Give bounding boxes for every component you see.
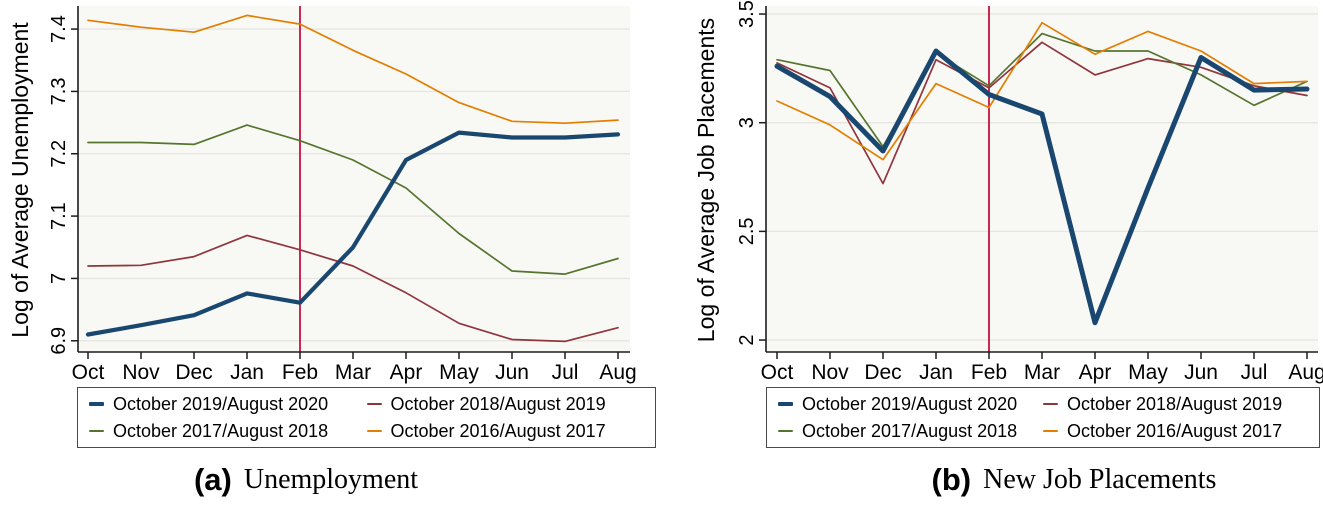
y-tick-label: 6.9	[48, 327, 70, 355]
panel-job-placements: 2 2.5 3 3.5 Oct Nov Dec Jan Feb Mar Apr May Jun Jul Au…	[660, 0, 1323, 508]
legend-label: October 2018/August 2019	[1067, 394, 1283, 414]
legend-label: October 2019/August 2020	[113, 394, 329, 414]
x-tick-label: Jun	[495, 361, 529, 384]
x-tick-label: Jan	[230, 361, 264, 384]
y-axis-title-job-placements: Log of Average Job Placements	[693, 17, 719, 343]
legend-key-dash	[366, 402, 382, 406]
legend-item: October 2019/August 2020	[89, 392, 367, 416]
legend-key-dash	[1043, 402, 1058, 406]
legend-unemployment: October 2019/August 2020 October 2018/Aug…	[77, 387, 656, 448]
y-tick-label: 7	[48, 273, 70, 284]
legend-job-placements: October 2019/August 2020 October 2018/Aug…	[766, 387, 1320, 448]
caption-a-label: (a)	[193, 462, 232, 497]
legend-item: October 2016/August 2017	[366, 419, 645, 443]
x-tick-label: Mar	[335, 361, 371, 384]
legend-label: October 2019/August 2020	[802, 394, 1018, 414]
x-tick-label: Jan	[919, 361, 953, 384]
series-line-october-2018-august-2019	[776, 41, 1308, 185]
legend-item: October 2016/August 2017	[1043, 419, 1308, 443]
y-axis-title-unemployment: Log of Average Unemployment	[7, 22, 33, 338]
caption-b-text: New Job Placements	[983, 464, 1217, 495]
y-tick-label: 7.3	[48, 78, 70, 106]
series-line-october-2018-august-2019	[87, 234, 619, 343]
legend-item: October 2017/August 2018	[778, 419, 1043, 443]
plot-area	[78, 6, 630, 352]
legend-item: October 2018/August 2019	[1043, 392, 1308, 416]
x-tick-label: May	[1128, 361, 1168, 384]
legend-key-dash	[1043, 429, 1058, 433]
legend-label: October 2017/August 2018	[802, 421, 1018, 441]
legend-item: October 2019/August 2020	[778, 392, 1043, 416]
caption-b: (b) New Job Placements	[839, 458, 1309, 502]
x-tick-label: Aug	[599, 361, 636, 384]
x-tick-label: Feb	[971, 361, 1007, 384]
caption-b-label: (b)	[931, 462, 972, 497]
series-line-october-2019-august-2020	[85, 130, 621, 337]
legend-label: October 2017/August 2018	[113, 421, 329, 441]
x-tick-label: Aug	[1288, 361, 1323, 384]
job-placements-line-chart: 2 2.5 3 3.5 Oct Nov Dec Jan Feb Mar Apr May Jun Jul Au…	[736, 0, 1323, 384]
y-tick-label: 7.1	[48, 202, 70, 230]
legend-item: October 2018/August 2019	[366, 392, 645, 416]
x-tick-label: Jul	[1241, 361, 1268, 384]
x-tick-label: Mar	[1024, 361, 1060, 384]
y-tick-label: 7.2	[48, 140, 70, 168]
legend-key-dash	[89, 429, 104, 433]
y-tick-label: 2	[736, 334, 758, 345]
legend-key-dash	[366, 429, 382, 433]
x-tick-label: Jul	[552, 361, 579, 384]
series-line-october-2017-august-2018	[776, 32, 1308, 148]
legend-key-dash	[778, 401, 793, 407]
legend-label: October 2016/August 2017	[390, 421, 606, 441]
x-tick-label: Nov	[122, 361, 160, 384]
series-line-october-2017-august-2018	[87, 124, 619, 275]
x-tick-label: Feb	[282, 361, 318, 384]
x-tick-label: Oct	[72, 361, 105, 384]
series-line-october-2016-august-2017	[776, 21, 1308, 161]
x-tick-label: Jun	[1184, 361, 1218, 384]
panel-unemployment: 6.9 7 7.1 7.2 7.3 7.4 Oct Nov Dec Jan Feb Mar Apr May…	[0, 0, 660, 508]
caption-a-text: Unemployment	[243, 464, 419, 495]
x-tick-label: Nov	[811, 361, 849, 384]
legend-label: October 2016/August 2017	[1067, 421, 1283, 441]
x-tick-label: Dec	[864, 361, 901, 384]
caption-a: (a) Unemployment	[71, 458, 541, 502]
series-line-october-2016-august-2017	[87, 14, 619, 125]
x-tick-label: Dec	[175, 361, 212, 384]
y-tick-label: 2.5	[736, 217, 758, 245]
legend-label: October 2018/August 2019	[390, 394, 606, 414]
y-tick-label: 3.5	[736, 0, 758, 28]
legend-key-dash	[89, 401, 104, 407]
legend-item: October 2017/August 2018	[89, 419, 367, 443]
x-tick-label: Apr	[1079, 361, 1112, 384]
x-tick-label: May	[439, 361, 479, 384]
x-tick-label: Apr	[390, 361, 423, 384]
y-tick-label: 7.4	[48, 15, 70, 43]
x-tick-label: Oct	[761, 361, 794, 384]
legend-key-dash	[778, 429, 793, 433]
series-line-october-2019-august-2020	[774, 48, 1310, 326]
plot-area	[766, 6, 1318, 352]
unemployment-line-chart: 6.9 7 7.1 7.2 7.3 7.4 Oct Nov Dec Jan Feb Mar Apr May…	[48, 6, 637, 384]
y-tick-label: 3	[736, 117, 758, 128]
